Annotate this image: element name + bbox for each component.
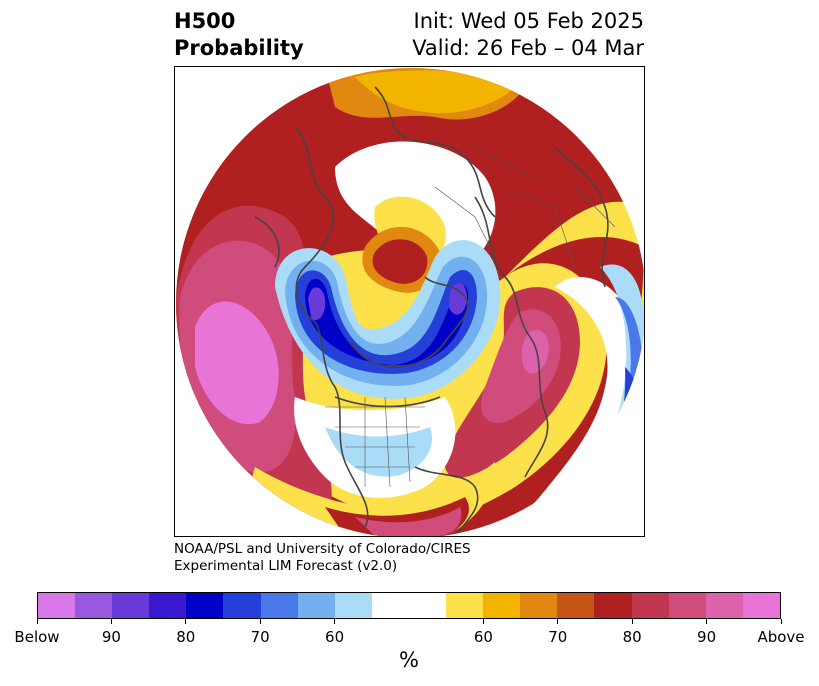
polar-map	[174, 66, 645, 537]
colorbar-swatch	[260, 593, 298, 618]
colorbar-tick	[185, 619, 187, 624]
colorbar-swatch	[334, 593, 372, 618]
credit-text: NOAA/PSL and University of Colorado/CIRE…	[174, 541, 471, 575]
variable-label: H500	[174, 9, 236, 33]
colorbar-tick	[259, 619, 261, 624]
date-info: Init: Wed 05 Feb 2025 Valid: 26 Feb – 04…	[412, 8, 644, 62]
colorbar-swatch	[408, 593, 447, 618]
credit-line-2: Experimental LIM Forecast (v2.0)	[174, 558, 398, 574]
colorbar-swatch	[594, 593, 632, 618]
colorbar-tick	[36, 619, 38, 624]
colorbar-swatch	[520, 593, 558, 618]
colorbar-tick-label: 80	[622, 628, 642, 646]
map-title: H500 Probability	[174, 8, 304, 62]
colorbar-swatch	[223, 593, 261, 618]
colorbar-tick-label: 70	[250, 628, 270, 646]
colorbar-tick-label: 60	[325, 628, 345, 646]
colorbar-swatch	[483, 593, 521, 618]
colorbar-swatch	[112, 593, 150, 618]
product-label: Probability	[174, 36, 304, 60]
init-date: Init: Wed 05 Feb 2025	[413, 9, 644, 33]
probability-field	[176, 68, 644, 536]
colorbar-swatch	[631, 593, 669, 618]
colorbar-swatch	[742, 593, 780, 618]
colorbar-tick-label: 90	[101, 628, 121, 646]
colorbar-swatch	[38, 593, 76, 618]
colorbar-tick-label: 80	[176, 628, 196, 646]
credit-line-1: NOAA/PSL and University of Colorado/CIRE…	[174, 541, 471, 557]
colorbar-tick	[334, 619, 336, 624]
colorbar-swatch	[705, 593, 743, 618]
colorbar-swatch	[186, 593, 224, 618]
colorbar-tick	[557, 619, 559, 624]
colorbar-swatch	[75, 593, 113, 618]
colorbar-swatch	[149, 593, 187, 618]
colorbar-tick	[780, 619, 782, 624]
colorbar-swatch	[446, 593, 484, 618]
colorbar-tick	[110, 619, 112, 624]
colorbar-units: %	[399, 648, 419, 672]
colorbar-tick	[482, 619, 484, 624]
colorbar-tick-label: Above	[757, 628, 805, 646]
colorbar-swatch	[557, 593, 595, 618]
colorbar-tick	[706, 619, 708, 624]
colorbar-tick-label: 60	[473, 628, 493, 646]
colorbar-tick-label: 70	[548, 628, 568, 646]
coastline-overlay	[254, 86, 609, 536]
colorbar-tick	[631, 619, 633, 624]
valid-date: Valid: 26 Feb – 04 Mar	[412, 36, 644, 60]
colorbar-tick-label: Below	[14, 628, 60, 646]
colorbar-tick-label: 90	[697, 628, 717, 646]
map-canvas	[176, 68, 644, 536]
colorbar	[37, 592, 781, 619]
colorbar-swatch	[668, 593, 706, 618]
colorbar-swatch	[297, 593, 335, 618]
border-overlay	[325, 146, 616, 488]
colorbar-swatch	[371, 593, 409, 618]
